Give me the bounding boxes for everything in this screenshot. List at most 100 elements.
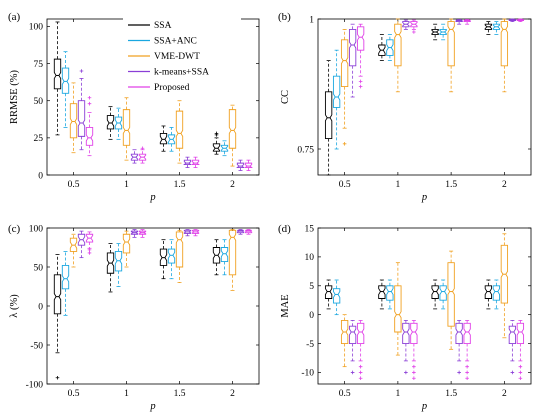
legend-label: SSA bbox=[154, 21, 172, 31]
box bbox=[69, 233, 78, 268]
y-axis-label: CC bbox=[280, 90, 291, 104]
box bbox=[348, 23, 357, 98]
x-tick-label: 2 bbox=[502, 389, 507, 399]
outlier-point bbox=[412, 370, 416, 375]
box-body bbox=[244, 229, 253, 234]
box bbox=[508, 18, 517, 23]
box bbox=[53, 254, 62, 380]
y-tick-label: 75 bbox=[34, 60, 44, 70]
x-tick-label: 1 bbox=[396, 389, 401, 399]
box-body bbox=[431, 28, 439, 36]
outlier-point bbox=[518, 370, 523, 375]
box-body bbox=[463, 322, 471, 345]
box bbox=[516, 320, 525, 381]
y-tick-label: 50 bbox=[34, 97, 44, 107]
box bbox=[439, 23, 447, 41]
box-body bbox=[508, 19, 517, 22]
series-ssa-anc bbox=[61, 51, 229, 157]
box-body bbox=[53, 274, 62, 315]
series-k-means-ssa bbox=[77, 229, 245, 259]
box bbox=[236, 229, 245, 235]
box-body bbox=[378, 285, 386, 299]
series-ssa bbox=[324, 21, 493, 176]
x-tick-label: 2 bbox=[230, 389, 235, 399]
y-tick-label: 50 bbox=[34, 263, 44, 273]
box-body bbox=[106, 115, 115, 130]
series-k-means-ssa bbox=[77, 69, 245, 171]
box bbox=[356, 23, 365, 89]
series-ssa bbox=[324, 279, 493, 310]
box-body bbox=[69, 103, 78, 139]
box-body bbox=[439, 285, 447, 301]
box-body bbox=[484, 23, 493, 30]
outlier-point bbox=[518, 376, 523, 381]
box-body bbox=[356, 322, 365, 345]
box-body bbox=[244, 162, 253, 169]
box-body bbox=[463, 19, 471, 23]
box-body bbox=[220, 247, 229, 262]
box bbox=[175, 229, 184, 284]
panel-label: (d) bbox=[278, 223, 291, 235]
box-body bbox=[348, 28, 357, 67]
y-tick-label: 0.75 bbox=[297, 145, 314, 155]
y-tick-label: 10 bbox=[305, 253, 315, 263]
box-body bbox=[167, 134, 176, 145]
y-tick-label: 0 bbox=[38, 302, 43, 312]
y-tick-label: 0 bbox=[309, 311, 314, 321]
box-body bbox=[492, 285, 501, 301]
box-body bbox=[508, 325, 517, 345]
box-body bbox=[212, 143, 221, 152]
box bbox=[138, 146, 147, 164]
box bbox=[463, 320, 471, 381]
box-body bbox=[410, 21, 418, 28]
box-body bbox=[500, 21, 509, 67]
box bbox=[244, 229, 253, 235]
box bbox=[410, 320, 418, 381]
y-tick-label: 15 bbox=[305, 224, 315, 234]
box-body bbox=[236, 162, 245, 169]
box-body bbox=[332, 288, 341, 304]
outlier-point bbox=[457, 370, 461, 375]
y-tick-label: -5 bbox=[306, 340, 314, 350]
box-body bbox=[402, 21, 410, 28]
box-body bbox=[378, 44, 386, 56]
x-tick-label: 0.5 bbox=[68, 180, 80, 190]
box bbox=[77, 230, 86, 259]
box-body bbox=[167, 248, 176, 264]
box bbox=[394, 262, 402, 356]
panel-label: (b) bbox=[278, 11, 291, 23]
box-body bbox=[236, 229, 245, 234]
outlier-point bbox=[358, 364, 363, 369]
y-axis-label: λ (%) bbox=[9, 294, 20, 318]
box-body bbox=[500, 244, 509, 304]
y-axis-label: MAE bbox=[280, 294, 291, 317]
outlier-point bbox=[518, 364, 523, 369]
y-tick-label: 100 bbox=[29, 23, 44, 33]
outlier-point bbox=[404, 370, 408, 375]
box-body bbox=[85, 233, 94, 243]
series-ssa bbox=[53, 21, 221, 155]
outlier-point bbox=[510, 370, 515, 375]
box bbox=[516, 18, 525, 23]
box-body bbox=[159, 248, 168, 266]
box-body bbox=[516, 19, 525, 22]
box-body bbox=[492, 23, 501, 30]
box bbox=[431, 23, 439, 41]
box bbox=[236, 159, 245, 171]
box bbox=[324, 60, 333, 176]
series-proposed bbox=[85, 229, 253, 255]
legend-label: k-means+SSA bbox=[154, 68, 209, 78]
panel-label: (c) bbox=[8, 223, 21, 235]
outlier-point bbox=[465, 370, 469, 375]
box bbox=[106, 243, 115, 293]
box bbox=[244, 159, 253, 171]
box-body bbox=[175, 110, 184, 149]
outlier-point bbox=[140, 146, 145, 151]
box bbox=[394, 18, 402, 93]
y-tick-label: 1 bbox=[309, 15, 314, 25]
plot-frame bbox=[317, 227, 532, 385]
box-body bbox=[455, 322, 463, 345]
box-body bbox=[386, 285, 394, 301]
box-body bbox=[69, 237, 78, 252]
